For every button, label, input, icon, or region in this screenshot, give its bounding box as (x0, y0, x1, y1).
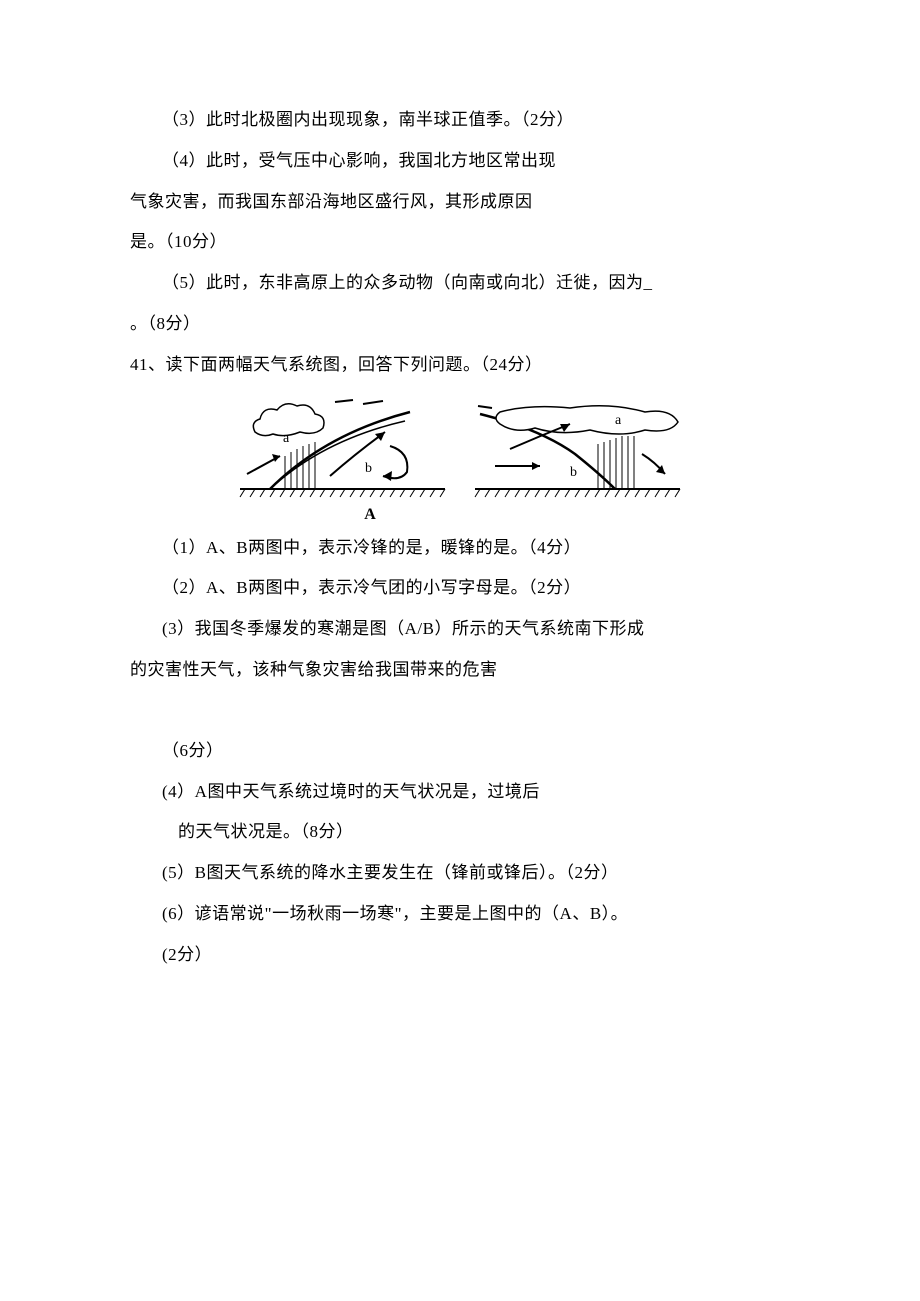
q40-part4-l3: 是。（10分） (130, 222, 790, 263)
q41-part4-l2: 的天气状况是。（8分） (130, 812, 790, 853)
q41-part3-l3: （6分） (130, 731, 790, 772)
q41-part6-l1: (6）谚语常说"一场秋雨一场寒"，主要是上图中的（A、B）。 (130, 894, 790, 935)
q40-part4-l1: （4）此时，受气压中心影响，我国北方地区常出现 (130, 141, 790, 182)
diagram-container: a b (130, 394, 790, 504)
q41-part3-l2: 的灾害性天气，该种气象灾害给我国带来的危害 (130, 650, 790, 691)
diagram-label-a: A (0, 506, 790, 524)
svg-text:b: b (365, 461, 372, 476)
q40-part5-l2: 。（8分） (130, 304, 790, 345)
q41-part1: （1）A、B两图中，表示冷锋的是，暖锋的是。（4分） (130, 528, 790, 569)
svg-text:a: a (615, 413, 622, 428)
q41-part5: (5）B图天气系统的降水主要发生在（锋前或锋后）。（2分） (130, 853, 790, 894)
spacer (130, 691, 790, 731)
q40-part3: （3）此时北极圈内出现现象，南半球正值季。（2分） (130, 100, 790, 141)
q41-part3-l1: (3）我国冬季爆发的寒潮是图（A/B）所示的天气系统南下形成 (130, 609, 790, 650)
diagram-a: a b (235, 394, 450, 504)
q41-part4-l1: (4）A图中天气系统过境时的天气状况是，过境后 (130, 772, 790, 813)
q41-part2: （2）A、B两图中，表示冷气团的小写字母是。（2分） (130, 568, 790, 609)
q41-part6-l2: (2分） (130, 935, 790, 976)
q41-title: 41、读下面两幅天气系统图，回答下列问题。（24分） (130, 345, 790, 386)
diagram-b: a b (470, 394, 685, 504)
svg-text:a: a (283, 431, 290, 446)
q40-part4-l2: 气象灾害，而我国东部沿海地区盛行风，其形成原因 (130, 182, 790, 223)
svg-text:b: b (570, 465, 577, 480)
q40-part5-l1: （5）此时，东非高原上的众多动物（向南或向北）迁徙，因为_ (130, 263, 790, 304)
